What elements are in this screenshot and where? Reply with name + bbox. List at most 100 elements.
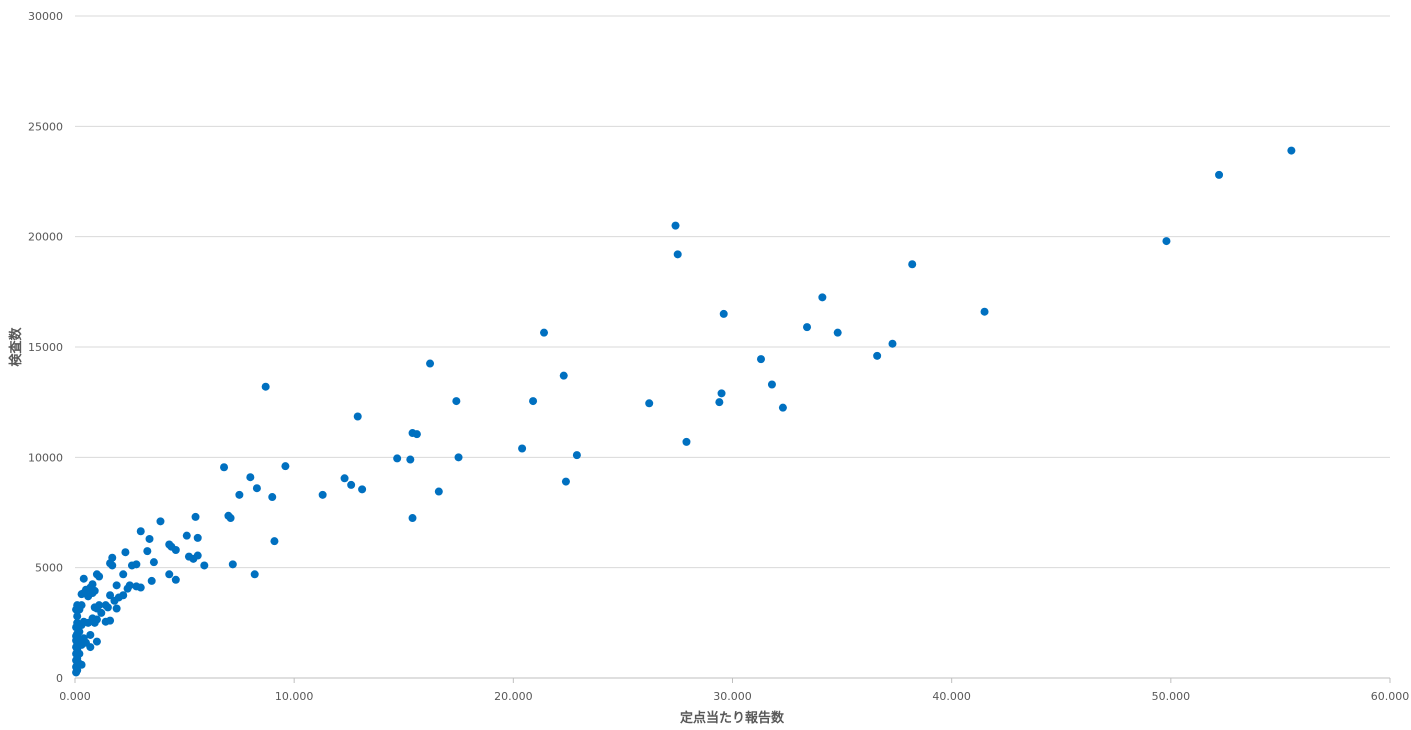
scatter-point [406, 455, 415, 464]
scatter-point [149, 558, 158, 567]
scatter-point [119, 570, 128, 579]
x-tick-labels: 0.000 10.000 20.000 30.000 40.000 50.000 60.00… [59, 690, 1409, 703]
y-tick-label: 20000 [28, 231, 63, 244]
scatter-point [778, 403, 787, 412]
scatter-point [833, 328, 842, 337]
scatter-point [79, 634, 88, 643]
scatter-point [235, 490, 244, 499]
scatter-point [559, 371, 568, 380]
scatter-point [127, 561, 136, 570]
scatter-point [72, 636, 81, 645]
scatter-point [182, 531, 191, 540]
scatter-point [165, 540, 174, 549]
scatter-point [561, 477, 570, 486]
scatter-point [72, 656, 81, 665]
grid-lines [75, 15, 1390, 569]
scatter-point [408, 429, 417, 438]
x-tick-label: 10.000 [275, 690, 314, 703]
scatter-point [121, 548, 130, 557]
scatter-point [171, 575, 180, 584]
scatter-point [426, 359, 435, 368]
scatter-point [318, 490, 327, 499]
y-tick-label: 25000 [28, 120, 63, 133]
scatter-point [191, 512, 200, 521]
scatter-point [1215, 170, 1224, 179]
scatter-point [101, 617, 110, 626]
data-points [72, 146, 1296, 677]
scatter-point [110, 596, 119, 605]
scatter-point [72, 662, 81, 671]
scatter-point [358, 485, 367, 494]
scatter-point [1287, 146, 1296, 155]
scatter-point [888, 339, 897, 348]
scatter-point [673, 250, 682, 259]
x-axis-title: 定点当たり報告数 [679, 710, 785, 726]
scatter-point [72, 605, 81, 614]
scatter-point [72, 649, 81, 658]
scatter-point [112, 604, 121, 613]
scatter-point [980, 307, 989, 316]
scatter-point [1162, 237, 1171, 246]
y-tick-labels: 0 5000 10000 15000 20000 25000 30000 [28, 10, 63, 685]
scatter-point [340, 474, 349, 483]
x-tick-label: 50.000 [1152, 690, 1191, 703]
x-tick-label: 40.000 [932, 690, 971, 703]
scatter-point [246, 473, 255, 482]
scatter-point [682, 437, 691, 446]
scatter-point [873, 351, 882, 360]
y-tick-label: 0 [56, 672, 63, 685]
scatter-point [454, 453, 463, 462]
x-tick-label: 20.000 [494, 690, 533, 703]
x-tick-label: 60.000 [1371, 690, 1410, 703]
x-tick-label: 30.000 [713, 690, 752, 703]
scatter-point [72, 643, 81, 652]
scatter-point [72, 623, 81, 632]
scatter-point [818, 293, 827, 302]
scatter-point [224, 511, 233, 520]
scatter-point [200, 561, 209, 570]
scatter-point [86, 630, 95, 639]
scatter-point [193, 533, 202, 542]
y-tick-label: 5000 [35, 562, 63, 575]
scatter-point [143, 547, 152, 556]
scatter-point [250, 570, 259, 579]
scatter-point [717, 389, 726, 398]
scatter-point [106, 559, 115, 568]
y-axis-title: 検査数 [8, 327, 24, 367]
scatter-point [803, 323, 812, 332]
scatter-point [92, 637, 101, 646]
scatter-point [261, 382, 270, 391]
scatter-point [645, 399, 654, 408]
scatter-point [281, 462, 290, 471]
scatter-point [268, 493, 277, 502]
scatter-point [452, 397, 461, 406]
scatter-point [540, 328, 549, 337]
x-tick-label: 0.000 [59, 690, 91, 703]
scatter-point [165, 570, 174, 579]
scatter-point [123, 584, 132, 593]
y-tick-label: 10000 [28, 451, 63, 464]
scatter-point [347, 480, 356, 489]
scatter-point [184, 552, 193, 561]
scatter-point [529, 397, 538, 406]
scatter-point [434, 487, 443, 496]
scatter-point [72, 668, 81, 677]
axes [74, 677, 1391, 683]
scatter-point [145, 534, 154, 543]
scatter-point [228, 560, 237, 569]
scatter-point [79, 574, 88, 583]
scatter-point [101, 601, 110, 610]
scatter-point [767, 380, 776, 389]
scatter-point [353, 412, 362, 421]
scatter-point [92, 570, 101, 579]
scatter-point [136, 527, 145, 536]
scatter-point [132, 582, 141, 591]
scatter-point [112, 581, 121, 590]
scatter-point [671, 221, 680, 230]
scatter-point [756, 355, 765, 364]
scatter-point [77, 590, 86, 599]
scatter-point [90, 603, 99, 612]
y-tick-label: 30000 [28, 10, 63, 23]
scatter-point [270, 537, 279, 546]
scatter-point [908, 260, 917, 269]
